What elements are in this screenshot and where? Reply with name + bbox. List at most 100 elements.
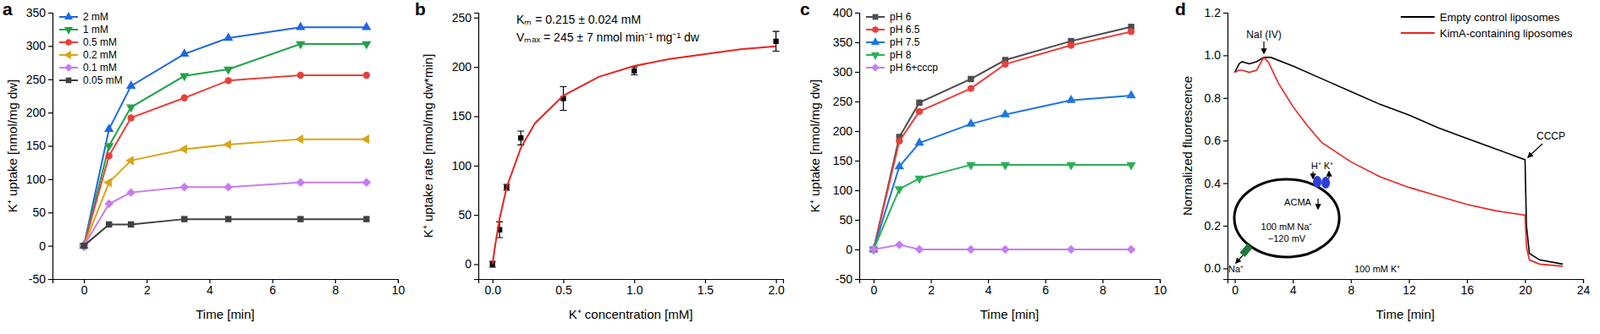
- marker: [104, 199, 114, 209]
- legend-item: 2 mM: [59, 11, 109, 23]
- tick-mark: [48, 179, 53, 181]
- legend-item: 1 mM: [59, 23, 109, 36]
- x-tick: 1.5: [697, 279, 715, 298]
- plot-area: [489, 31, 780, 268]
- legend-marker: [871, 37, 880, 45]
- y-tick: 100: [833, 183, 860, 198]
- tick-mark: [855, 249, 860, 251]
- tick-mark: [48, 246, 53, 248]
- marker: [1000, 109, 1010, 118]
- tick-label: 150: [26, 138, 47, 153]
- marker: [79, 241, 89, 250]
- tick-label: 350: [26, 5, 47, 20]
- legend-item: Empty control liposomes: [1401, 11, 1561, 24]
- series-line: [873, 27, 1132, 250]
- tick-label: 50: [457, 208, 472, 222]
- y-axis: 050100150200250: [452, 11, 480, 281]
- legend-line: [1401, 16, 1435, 18]
- tick-mark: [474, 115, 479, 117]
- x-tick: 2: [927, 279, 935, 298]
- marker: [126, 104, 136, 114]
- x-tick: 2: [143, 279, 151, 298]
- tick-label: 10: [391, 283, 406, 298]
- tick-label: 0: [1231, 283, 1239, 298]
- marker: [1066, 94, 1076, 104]
- tick-mark: [48, 212, 53, 214]
- marker: [126, 187, 135, 197]
- tick-label: -50: [28, 272, 46, 287]
- x-tick: 8: [1099, 279, 1107, 298]
- tick-mark: [1223, 12, 1228, 14]
- arrow: [1263, 41, 1264, 54]
- tick-label: 250: [26, 72, 47, 87]
- legend-label: pH 6: [889, 11, 912, 23]
- legend-marker: [871, 52, 880, 61]
- tick-label: 0: [464, 257, 472, 271]
- tick-label: 100: [452, 159, 473, 173]
- tick-mark: [1223, 140, 1228, 142]
- legend-label: 0.05 mM: [82, 74, 123, 87]
- tick-label: 4: [206, 283, 214, 298]
- panel-letter: d: [1175, 0, 1187, 19]
- legend-label: pH 8: [889, 49, 912, 61]
- tick-mark: [1223, 183, 1228, 185]
- marker: [295, 41, 305, 50]
- arrow: [1235, 255, 1243, 264]
- figure: 0246810-50050100150200250300350aTime [mi…: [0, 0, 1600, 334]
- tick-mark: [855, 279, 860, 281]
- y-tick: 0: [38, 239, 53, 254]
- series-line: [1235, 57, 1563, 267]
- y-tick: 350: [26, 5, 53, 20]
- marker: [915, 108, 923, 116]
- tick-label: 0.2: [1204, 219, 1222, 233]
- y-tick: 0.6: [1204, 133, 1228, 148]
- marker: [895, 137, 903, 145]
- liposome: [1234, 179, 1340, 258]
- marker: [178, 144, 188, 155]
- marker: [225, 215, 232, 222]
- tick-mark: [474, 165, 479, 167]
- tick-label: 0.0: [485, 283, 503, 298]
- error-bar: [772, 31, 780, 51]
- tick-label: 0.8: [1204, 91, 1222, 105]
- tick-label: 2: [143, 283, 151, 298]
- tick-mark: [474, 17, 479, 19]
- tick-label: 50: [32, 205, 46, 220]
- marker: [80, 242, 87, 249]
- marker: [126, 80, 136, 89]
- tick-mark: [855, 42, 860, 44]
- tick-mark: [48, 145, 53, 147]
- y-tick: 100: [452, 159, 479, 173]
- tick-label: 150: [452, 109, 473, 123]
- annotation: ACMA: [1284, 197, 1312, 208]
- tick-label: 50: [838, 213, 853, 227]
- legend-item: pH 8: [866, 49, 912, 61]
- marker: [1127, 27, 1135, 35]
- x-tick: 1.0: [626, 279, 644, 298]
- legend-marker: [872, 14, 879, 21]
- legend-marker: [871, 26, 879, 34]
- tick-label: 200: [452, 60, 473, 74]
- x-axis: 0246810: [860, 279, 1168, 298]
- y-axis: -50050100150200250300350400: [833, 5, 861, 287]
- arrow: [1328, 171, 1330, 179]
- tick-mark: [474, 264, 479, 265]
- marker: [967, 84, 975, 92]
- marker: [915, 99, 922, 106]
- tick-mark: [1223, 55, 1228, 56]
- marker: [127, 114, 135, 122]
- legend-item: pH 6: [866, 11, 912, 23]
- panel: 0246810-50050100150200250300350aTime [mi…: [2, 0, 405, 322]
- marker: [105, 152, 113, 160]
- marker: [1001, 60, 1009, 68]
- marker: [295, 134, 304, 144]
- tick-mark: [474, 66, 479, 68]
- marker: [225, 77, 232, 84]
- tick-label: 350: [833, 35, 854, 50]
- tick-label: 0: [845, 242, 853, 257]
- tick-label: 0: [38, 239, 46, 254]
- axis-line: [474, 13, 480, 281]
- tick-label: 0.5: [555, 283, 573, 298]
- y-tick: 0.0: [1204, 261, 1228, 276]
- marker: [518, 135, 524, 141]
